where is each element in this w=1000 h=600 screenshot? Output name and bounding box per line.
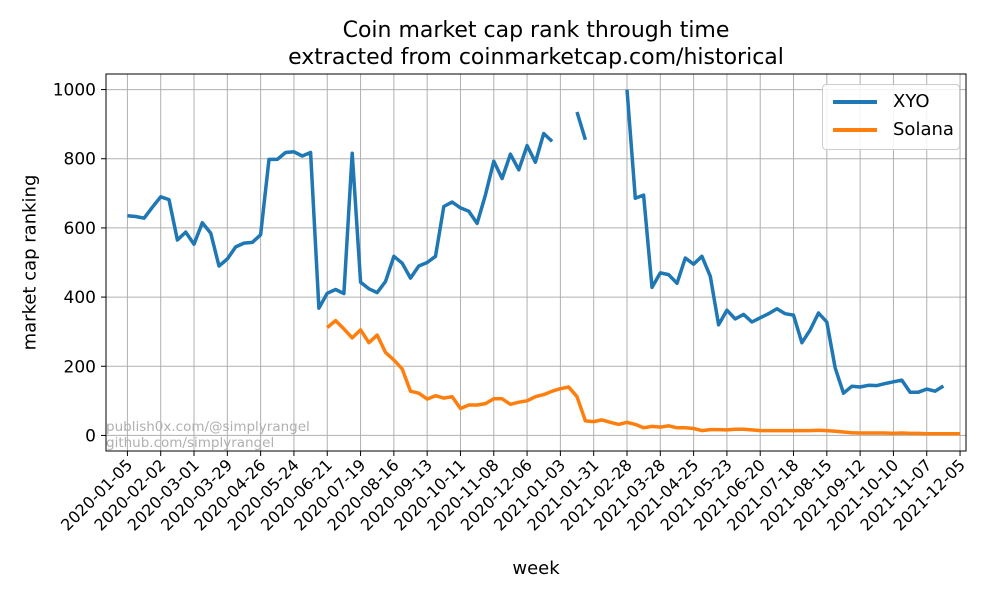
chart-title-line2: extracted from coinmarketcap.com/histori… <box>288 45 784 70</box>
watermark-line1: publish0x.com/@simplyrangel <box>106 419 310 435</box>
y-tick-label: 600 <box>64 219 96 239</box>
y-tick-label: 400 <box>64 288 96 308</box>
x-axis-label: week <box>512 558 560 579</box>
y-tick-label: 800 <box>64 150 96 170</box>
y-axis-label: market cap ranking <box>19 174 41 351</box>
watermark-line2: github.com/simplyrangel <box>106 435 275 451</box>
legend: XYO Solana <box>822 84 960 150</box>
y-tick-label: 200 <box>64 357 96 377</box>
legend-item-solana: Solana <box>833 118 957 142</box>
axis-ticks: 2020-01-052020-02-022020-03-012020-03-29… <box>53 81 969 535</box>
chart-title-line1: Coin market cap rank through time <box>342 18 730 43</box>
series-line-xyo <box>127 89 945 395</box>
y-tick-label: 1000 <box>53 81 96 101</box>
legend-swatch-solana <box>833 128 877 132</box>
y-tick-label: 0 <box>85 426 96 446</box>
legend-swatch-xyo <box>833 100 877 104</box>
series-lines <box>127 89 961 436</box>
legend-item-xyo: XYO <box>833 90 957 114</box>
legend-label-xyo: XYO <box>893 91 930 112</box>
series-line-solana <box>326 318 961 436</box>
legend-label-solana: Solana <box>893 119 954 140</box>
plot-frame <box>105 73 967 452</box>
